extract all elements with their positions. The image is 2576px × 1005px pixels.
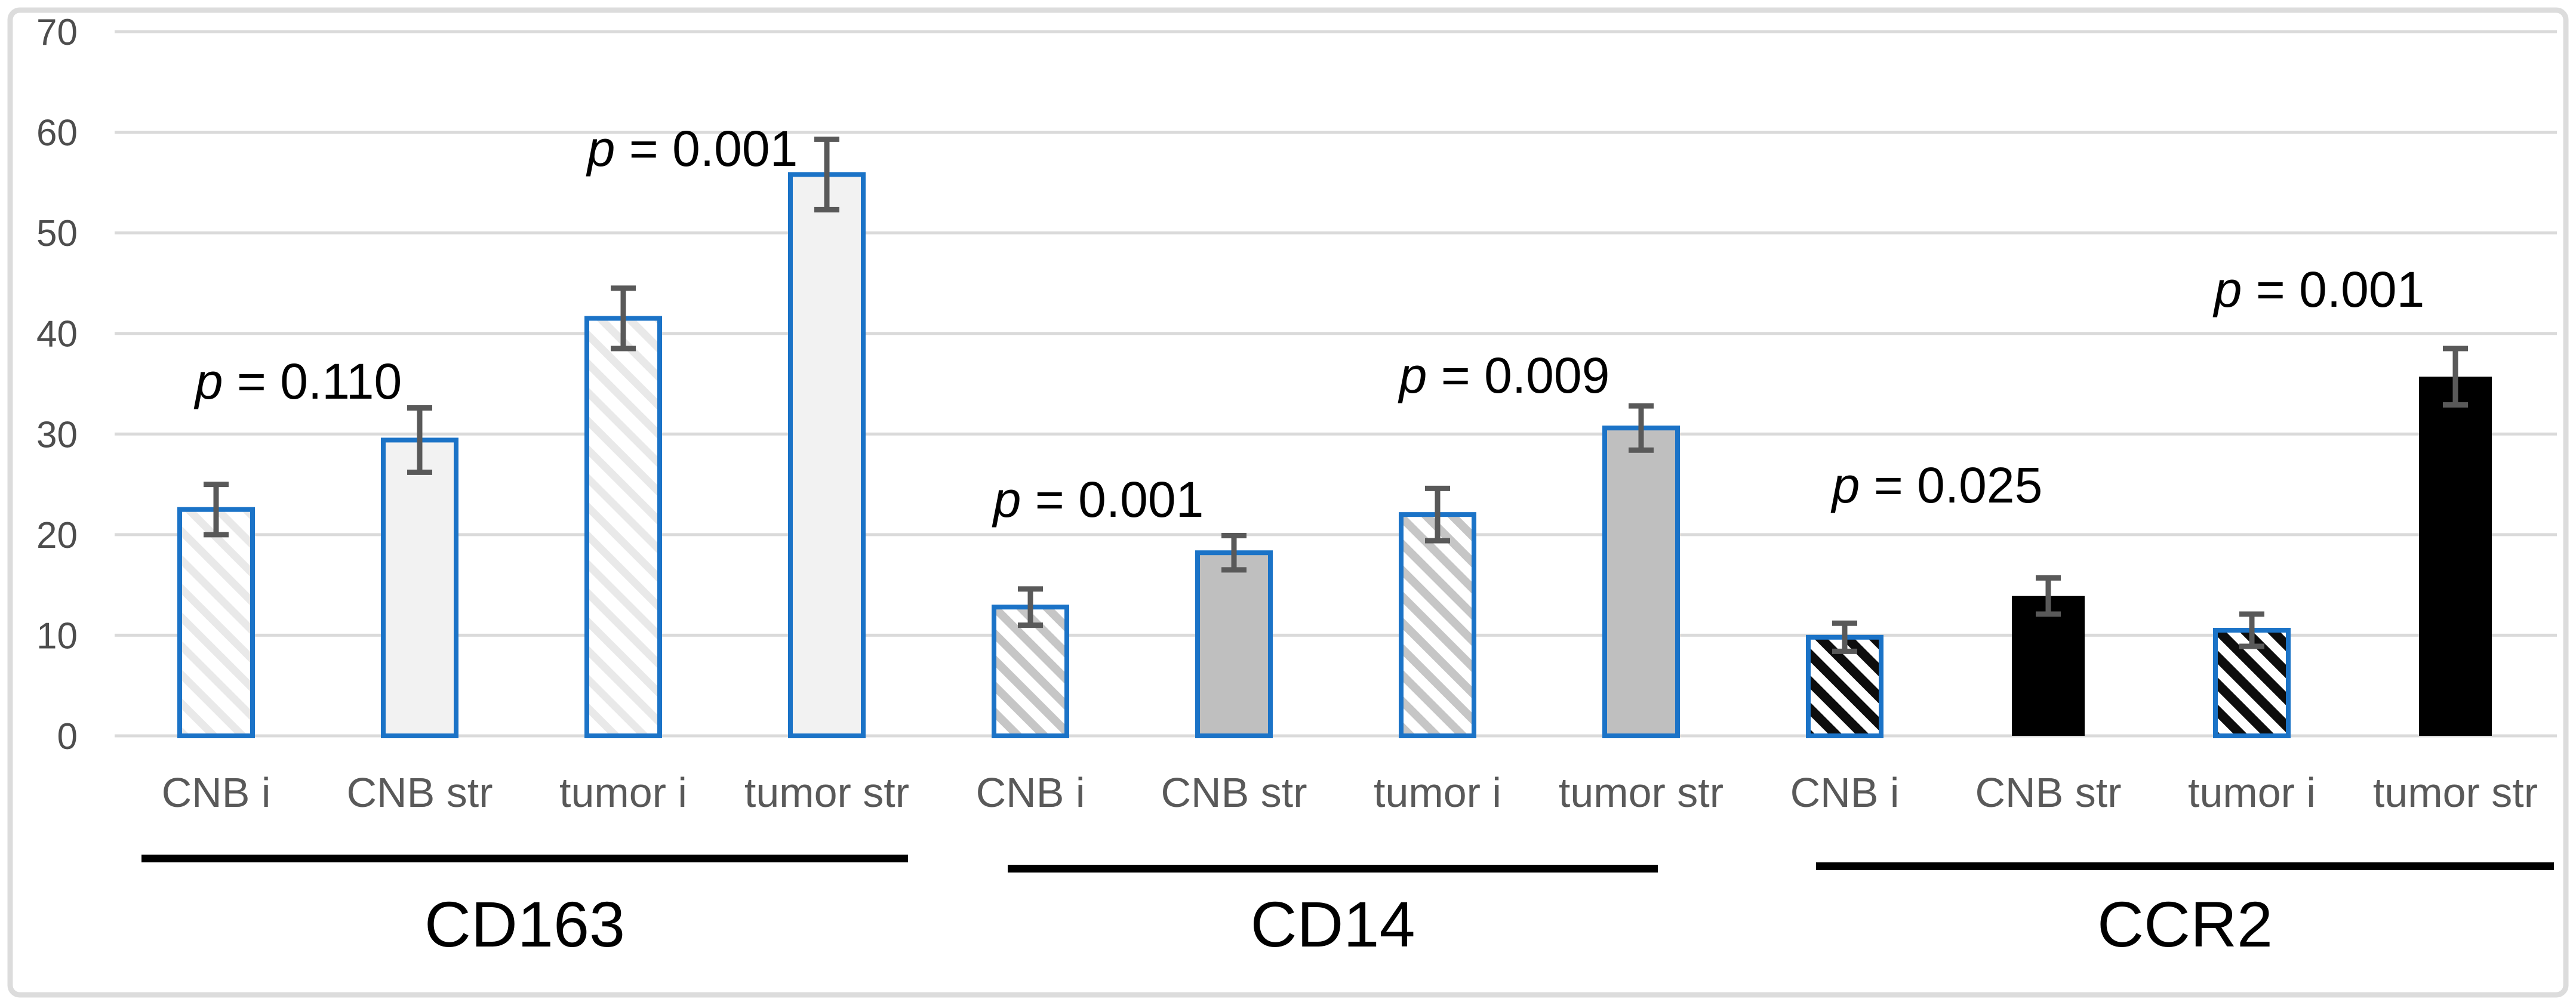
error-bar-cd14-tumor-str [1629, 403, 1654, 453]
p-value-annotation-2: p = 0.001 [586, 121, 798, 177]
bar-cd163-cnb-i [177, 507, 255, 739]
error-bar-cd163-tumor-str [814, 136, 839, 212]
error-bar-cd14-tumor-i [1425, 485, 1450, 544]
category-label-cd163-tumor-str: tumor str [744, 769, 909, 816]
category-label-ccr2-cnb-i: CNB i [1790, 769, 1900, 816]
error-bar-cd163-cnb-str [407, 405, 432, 475]
p-value-annotation-6: p = 0.001 [2212, 261, 2425, 317]
bar-cd163-tumor-i [584, 316, 662, 738]
error-bar-cd163-tumor-i [611, 285, 636, 352]
category-label-cd163-cnb-i: CNB i [162, 769, 271, 816]
bar-ccr2-tumor-str [2419, 377, 2492, 736]
group-underline-cd163 [141, 855, 908, 862]
bar-cd14-cnb-i [992, 605, 1069, 738]
category-label-ccr2-tumor-str: tumor str [2373, 769, 2538, 816]
error-bar-ccr2-cnb-str [2036, 575, 2061, 617]
y-tick-label-40: 40 [36, 314, 78, 355]
p-value-annotation-5: p = 0.025 [1830, 457, 2043, 513]
category-label-cd163-tumor-i: tumor i [559, 769, 687, 816]
group-label-ccr2: CCR2 [2097, 888, 2273, 960]
figure-border [7, 7, 2569, 998]
bar-ccr2-cnb-str [2012, 596, 2085, 736]
category-label-cd14-cnb-str: CNB str [1161, 769, 1307, 816]
category-label-cd14-cnb-i: CNB i [976, 769, 1085, 816]
category-label-cd163-cnb-str: CNB str [347, 769, 493, 816]
p-value-annotation-4: p = 0.009 [1398, 347, 1610, 403]
y-tick-label-0: 0 [57, 716, 78, 757]
category-label-ccr2-tumor-i: tumor i [2188, 769, 2316, 816]
y-tick-label-10: 10 [36, 615, 78, 656]
error-bar-cd14-cnb-i [1018, 586, 1043, 628]
bar-cd163-tumor-str [788, 172, 866, 738]
error-bar-cd14-cnb-str [1221, 533, 1247, 573]
group-underline-cd14 [1008, 865, 1658, 873]
y-tick-label-60: 60 [36, 113, 78, 154]
y-tick-label-50: 50 [36, 213, 78, 254]
y-tick-label-70: 70 [36, 12, 78, 53]
category-label-cd14-tumor-i: tumor i [1374, 769, 1501, 816]
bar-cd14-tumor-str [1602, 426, 1680, 738]
p-value-annotation-3: p = 0.001 [992, 471, 1204, 528]
bar-cd14-tumor-i [1399, 512, 1476, 738]
group-underline-ccr2 [1816, 862, 2554, 870]
y-tick-label-30: 30 [36, 414, 78, 455]
group-label-cd163: CD163 [424, 888, 625, 960]
y-tick-label-20: 20 [36, 515, 78, 556]
bar-cd14-cnb-str [1195, 550, 1273, 738]
category-label-ccr2-cnb-str: CNB str [1975, 769, 2122, 816]
p-value-annotation-1: p = 0.110 [193, 353, 402, 409]
bar-cd163-cnb-str [381, 437, 458, 738]
error-bar-ccr2-cnb-i [1832, 620, 1857, 654]
error-bar-ccr2-tumor-str [2443, 346, 2468, 408]
error-bar-cd163-cnb-i [204, 482, 229, 538]
group-label-cd14: CD14 [1250, 888, 1415, 960]
error-bar-ccr2-tumor-i [2239, 611, 2264, 649]
category-label-cd14-tumor-str: tumor str [1559, 769, 1724, 816]
